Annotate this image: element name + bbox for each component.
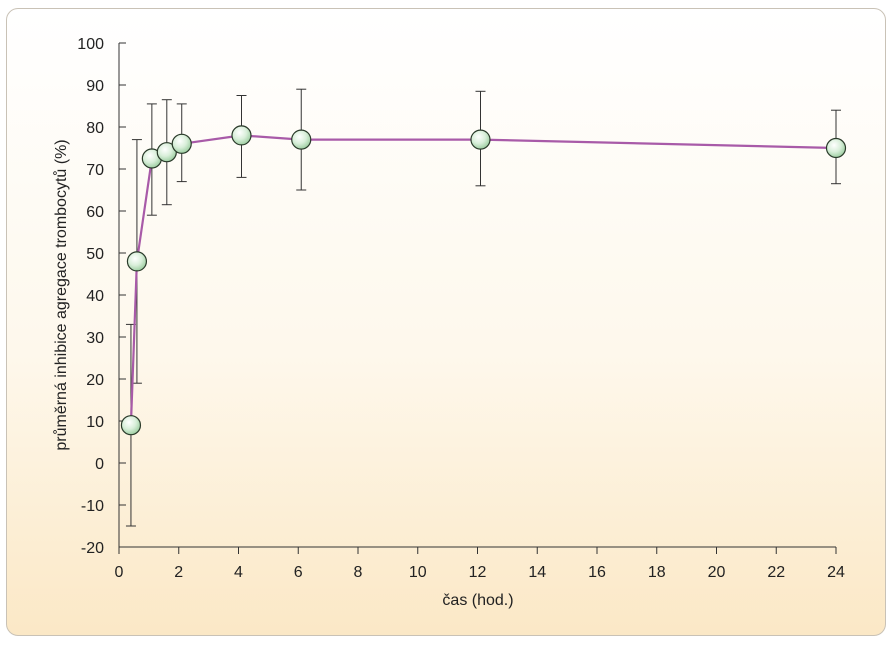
y-tick-label: 90 xyxy=(86,78,104,95)
y-tick-label: 50 xyxy=(86,246,104,263)
y-tick-label: 0 xyxy=(95,456,104,473)
data-point xyxy=(291,129,312,150)
error-bars xyxy=(125,88,841,527)
data-point xyxy=(470,129,491,150)
y-tick-label: 60 xyxy=(86,204,104,221)
y-tick-label: 30 xyxy=(86,330,104,347)
x-tick-label: 22 xyxy=(767,564,785,581)
series-line xyxy=(129,134,837,426)
x-ticks: 0 2 4 6 8 10 12 14 16 18 20 22 24 xyxy=(115,547,845,581)
data-point xyxy=(120,415,142,436)
x-tick-label: 12 xyxy=(469,564,487,581)
data-point xyxy=(231,125,252,146)
x-tick-label: 10 xyxy=(409,564,427,581)
y-tick-label: -10 xyxy=(81,498,104,515)
y-tick-label: 20 xyxy=(86,372,104,389)
chart-frame xyxy=(6,8,886,636)
data-point xyxy=(171,133,192,154)
x-tick-label: 24 xyxy=(827,564,845,581)
series-polyline xyxy=(129,134,837,426)
x-tick-label: 4 xyxy=(234,564,243,581)
y-tick-label: -20 xyxy=(81,540,104,557)
axes xyxy=(118,43,836,548)
data-point xyxy=(825,137,847,159)
y-tick-label: 80 xyxy=(86,120,104,137)
y-tick-label: 70 xyxy=(86,162,104,179)
y-axis-label: průměrná inhibice agregace trombocytů (%… xyxy=(52,139,70,450)
x-tick-label: 6 xyxy=(294,564,303,581)
y-tick-label: 100 xyxy=(77,36,104,53)
y-ticks: -20 -10 0 10 20 30 40 50 60 70 80 90 100 xyxy=(77,36,126,557)
x-tick-label: 2 xyxy=(174,564,183,581)
data-point xyxy=(126,251,148,272)
x-tick-label: 14 xyxy=(528,564,546,581)
x-axis-label: čas (hod.) xyxy=(442,592,513,609)
x-tick-label: 8 xyxy=(354,564,363,581)
x-tick-label: 20 xyxy=(708,564,726,581)
y-tick-label: 10 xyxy=(86,414,104,431)
x-tick-label: 0 xyxy=(115,564,124,581)
x-tick-label: 18 xyxy=(648,564,666,581)
x-tick-label: 16 xyxy=(588,564,606,581)
y-tick-label: 40 xyxy=(86,288,104,305)
data-markers xyxy=(120,125,847,436)
